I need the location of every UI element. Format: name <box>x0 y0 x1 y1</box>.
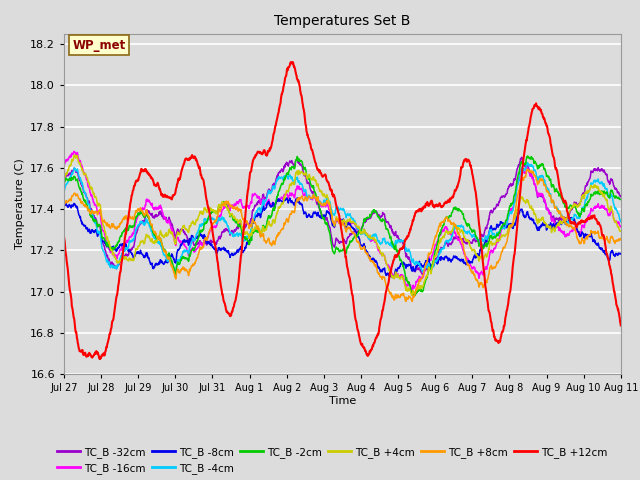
X-axis label: Time: Time <box>329 396 356 406</box>
Y-axis label: Temperature (C): Temperature (C) <box>15 158 24 250</box>
Legend: TC_B -32cm, TC_B -16cm, TC_B -8cm, TC_B -4cm, TC_B -2cm, TC_B +4cm, TC_B +8cm, T: TC_B -32cm, TC_B -16cm, TC_B -8cm, TC_B … <box>53 443 612 478</box>
Text: WP_met: WP_met <box>72 39 125 52</box>
Title: Temperatures Set B: Temperatures Set B <box>274 14 411 28</box>
